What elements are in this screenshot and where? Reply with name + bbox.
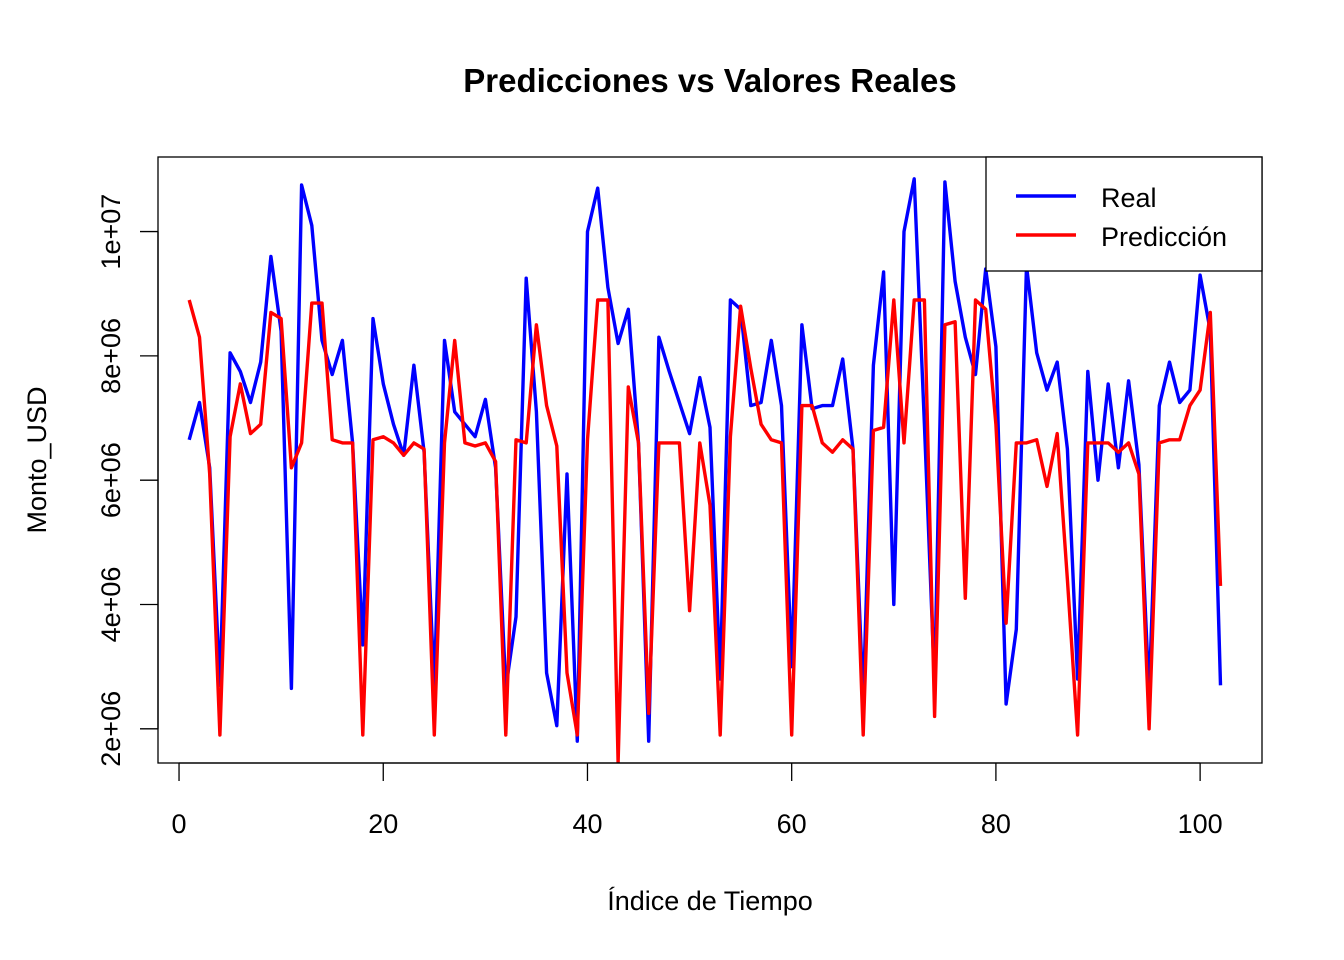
y-tick-label: 6e+06 <box>96 442 126 518</box>
legend-box <box>985 156 1263 272</box>
chart-title: Predicciones vs Valores Reales <box>463 62 956 99</box>
x-axis: 0 20 40 60 80 100 <box>172 762 1223 839</box>
series-line-1 <box>187 298 1223 763</box>
y-tick-label: 8e+06 <box>96 318 126 394</box>
legend-label-real: Real <box>1101 183 1157 213</box>
legend-label-prediccion: Predicción <box>1101 222 1227 252</box>
x-tick-label: 60 <box>777 809 807 839</box>
y-tick-label: 4e+06 <box>96 567 126 643</box>
x-tick-label: 20 <box>368 809 398 839</box>
y-axis-label: Monto_USD <box>22 386 52 533</box>
plot-area <box>187 177 1223 763</box>
x-tick-label: 80 <box>981 809 1011 839</box>
x-tick-label: 40 <box>572 809 602 839</box>
series-line-0 <box>187 177 1223 743</box>
y-tick-label: 1e+07 <box>96 194 126 270</box>
x-tick-label: 100 <box>1178 809 1223 839</box>
y-axis: 2e+06 4e+06 6e+06 8e+06 1e+07 <box>96 194 159 767</box>
y-tick-label: 2e+06 <box>96 691 126 767</box>
x-axis-label: Índice de Tiempo <box>607 886 813 916</box>
x-tick-label: 0 <box>172 809 187 839</box>
legend: Real Predicción <box>985 156 1263 272</box>
